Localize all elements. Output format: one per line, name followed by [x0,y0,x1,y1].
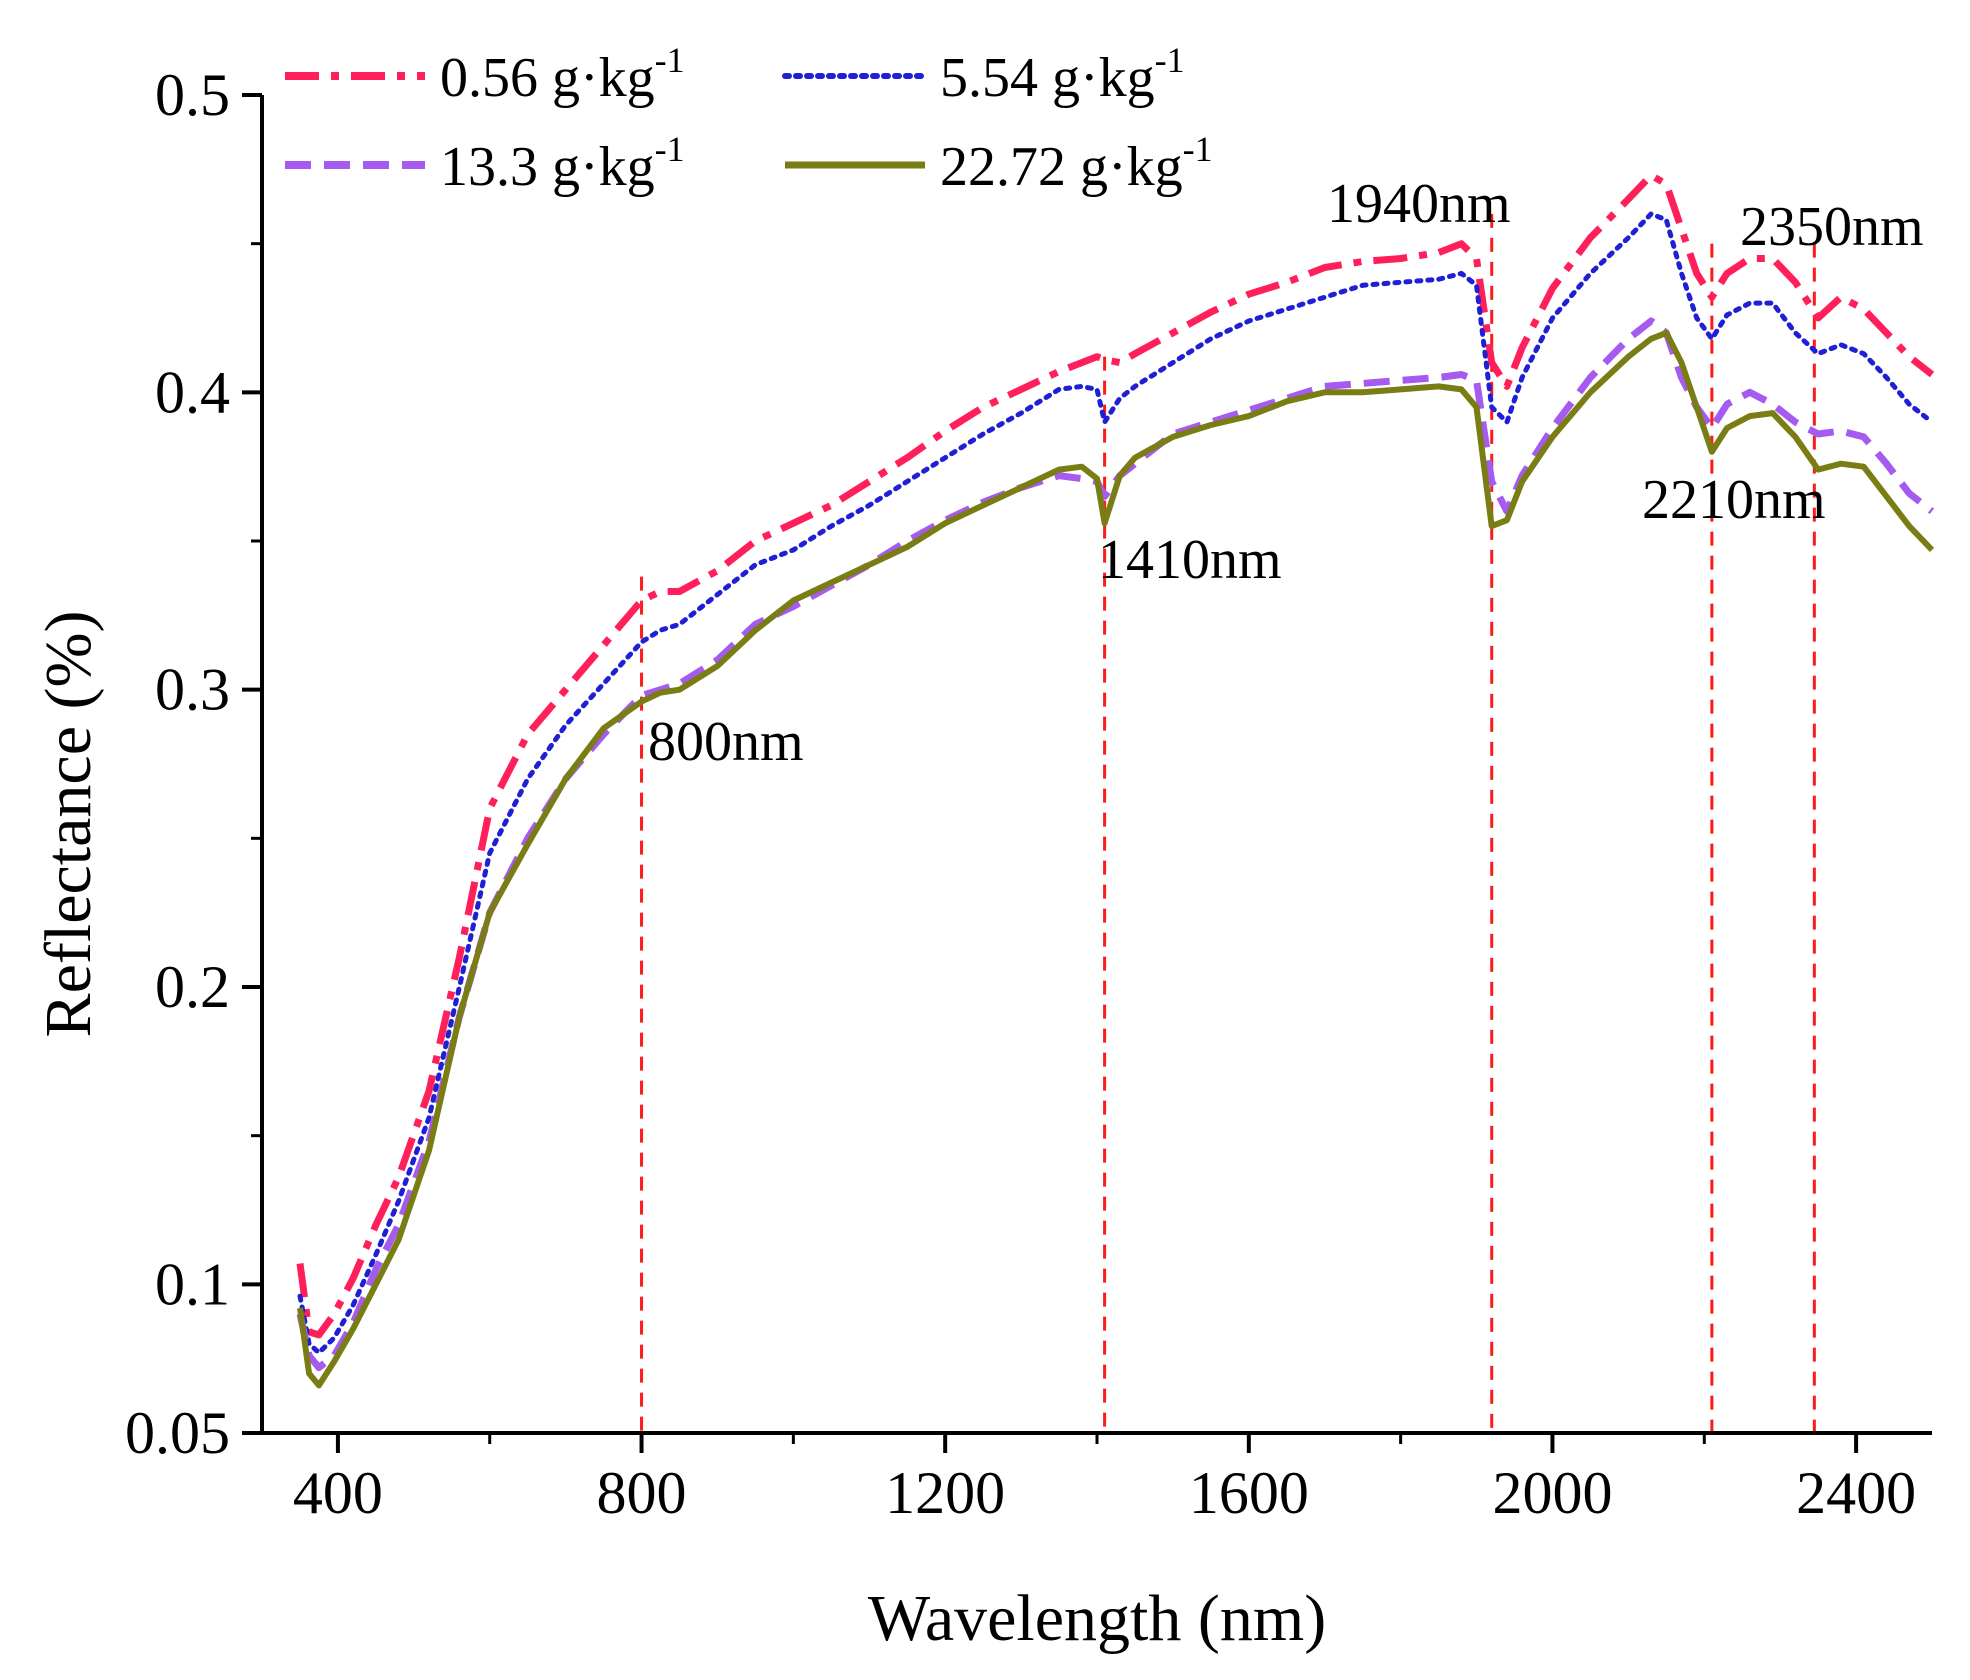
axes: 400 800 1200 1600 2000 2400 0.05 0.1 0.2 0.3 0.4 0.… [125,62,1932,1526]
annotation-1410nm: 1410nm [1098,529,1282,591]
x-tick-label: 2000 [1492,1460,1612,1526]
x-tick-label: 1200 [885,1460,1005,1526]
legend-label-superscript: -1 [1155,40,1185,80]
x-axis-title: Wavelength (nm) [868,1582,1326,1655]
legend: 0.56 g·kg-1 5.54 g·kg-113.3 g·kg-1 22.72 g… [285,40,1213,198]
y-tick-label: 0.3 [155,657,230,723]
series-line-4 [297,329,1935,1389]
annotation-1940nm: 1940nm [1327,173,1511,235]
legend-label-2: 5.54 g·kg-1 [940,40,1185,109]
x-tick-label: 2400 [1796,1460,1916,1526]
annotations-layer: 800nm 1410nm 1940nm 2210nm 2350nm [648,173,1924,773]
y-tick-label: 0.2 [155,954,230,1020]
y-axis-title: Reflectance (%) [32,611,105,1038]
annotation-2350nm: 2350nm [1740,196,1924,258]
annotation-800nm: 800nm [648,711,804,773]
legend-label-text: 0.56 g·kg [440,47,655,109]
reference-lines-layer [640,213,1816,1433]
x-tick-label: 800 [597,1460,687,1526]
legend-label-superscript: -1 [1183,129,1213,169]
x-tick-label: 1600 [1189,1460,1309,1526]
series-line-2 [297,211,1935,1356]
y-tick-label: 0.1 [155,1251,230,1317]
legend-label-text: 13.3 g·kg [440,136,655,198]
legend-label-text: 5.54 g·kg [940,47,1155,109]
legend-label-superscript: -1 [655,129,685,169]
y-tick-label: 0.05 [125,1400,230,1466]
y-tick-label: 0.4 [155,359,230,425]
x-tick-label: 400 [293,1460,383,1526]
legend-label-text: 22.72 g·kg [940,136,1183,198]
annotation-2210nm: 2210nm [1642,469,1826,531]
series-layer [296,171,1935,1389]
series-line-1 [296,171,1935,1339]
legend-label-4: 22.72 g·kg-1 [940,129,1213,198]
legend-label-superscript: -1 [655,40,685,80]
y-tick-label: 0.5 [155,62,230,128]
legend-label-1: 0.56 g·kg-1 [440,40,685,109]
legend-label-3: 13.3 g·kg-1 [440,129,685,198]
